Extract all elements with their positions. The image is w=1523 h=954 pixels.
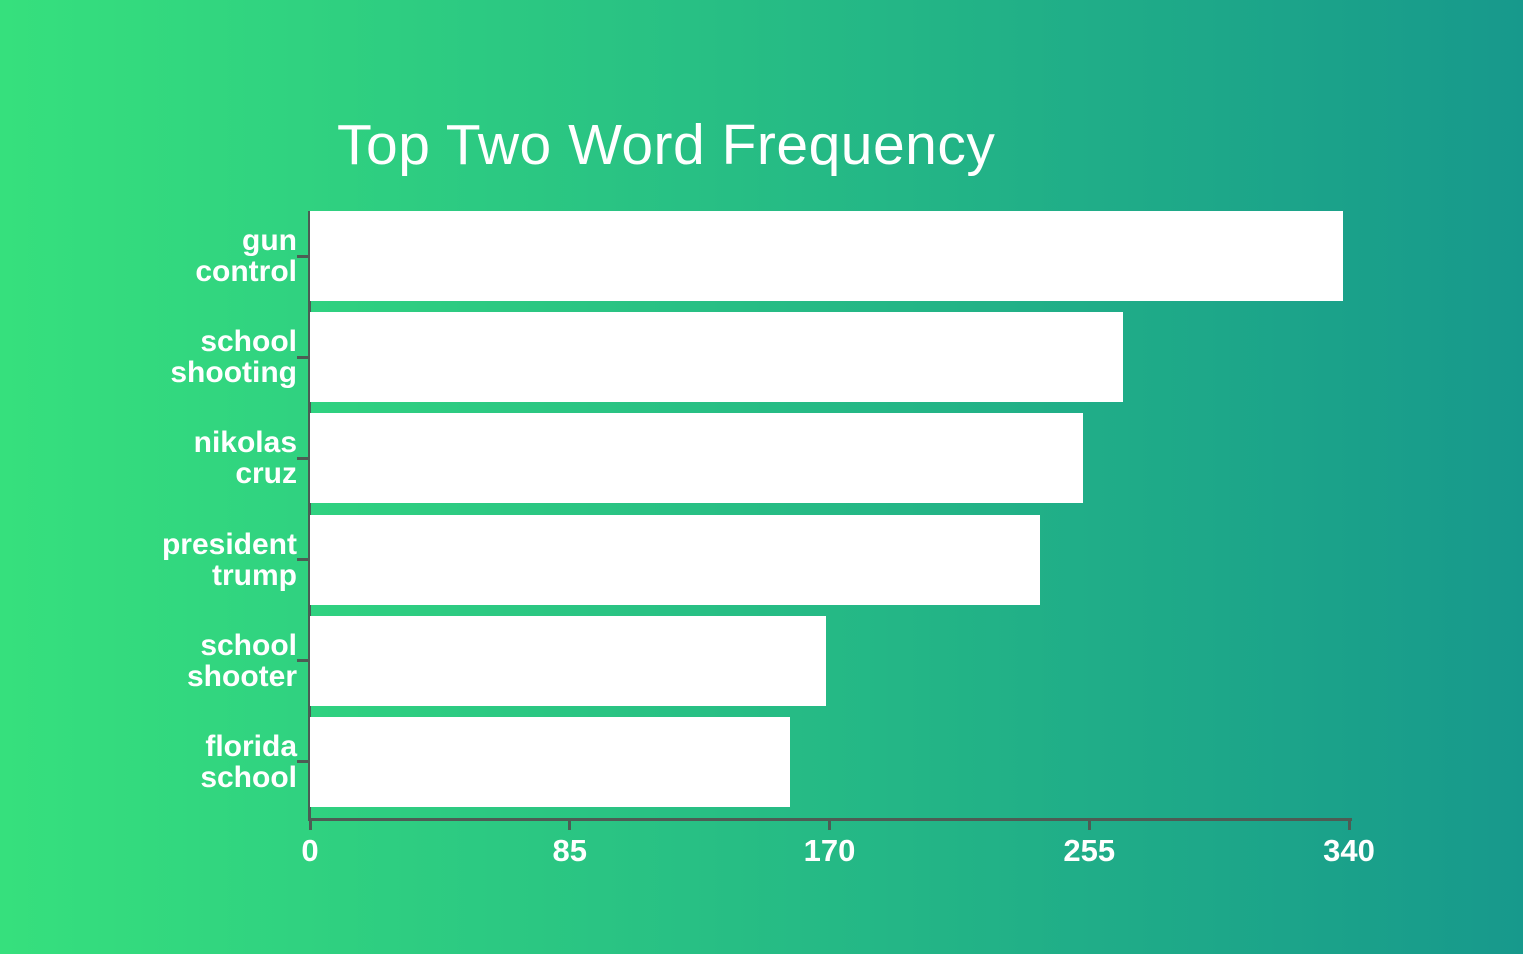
y-tick-nikolas-cruz <box>297 456 308 460</box>
x-tick-mark-85 <box>568 821 572 830</box>
x-tick-label-0: 0 <box>301 833 319 868</box>
x-tick-label-170: 170 <box>803 833 856 868</box>
x-tick-label-85: 85 <box>552 833 587 868</box>
bar-nikolas-cruz <box>310 413 1084 504</box>
y-axis-label-gun-control: gun control <box>195 224 297 288</box>
y-tick-gun-control <box>297 254 308 258</box>
x-tick-label-255: 255 <box>1063 833 1116 868</box>
y-tick-school-shooter <box>297 659 308 663</box>
bar-gun-control <box>310 211 1343 301</box>
y-axis-line <box>308 211 311 821</box>
bar-school-shooter <box>310 615 827 706</box>
y-axis-label-nikolas-cruz: nikolas cruz <box>193 426 297 491</box>
plot-area: gun control school shooting nikolas cruz presi… <box>162 211 1375 868</box>
y-axis-label-school-shooter: school shooter <box>186 628 297 693</box>
bar-florida-school <box>310 716 790 807</box>
y-axis-label-school-shooting: school shooting <box>170 325 297 390</box>
chart-title: Top Two Word Frequency <box>337 113 996 177</box>
x-tick-mark-340 <box>1347 821 1351 830</box>
y-tick-president-trump <box>297 558 308 561</box>
bar-president-trump <box>310 514 1041 605</box>
y-axis-label-florida-school: florida school <box>200 729 297 794</box>
x-tick-mark-0 <box>308 821 312 830</box>
x-axis-line <box>308 818 1352 821</box>
x-tick-mark-170 <box>828 821 831 830</box>
y-tick-florida-school <box>297 760 308 764</box>
y-axis-label-president-trump: president trump <box>161 527 297 592</box>
y-tick-school-shooting <box>297 355 308 359</box>
bar-school-shooting <box>310 312 1123 403</box>
x-tick-mark-255 <box>1087 821 1091 830</box>
x-tick-label-340: 340 <box>1323 833 1375 868</box>
